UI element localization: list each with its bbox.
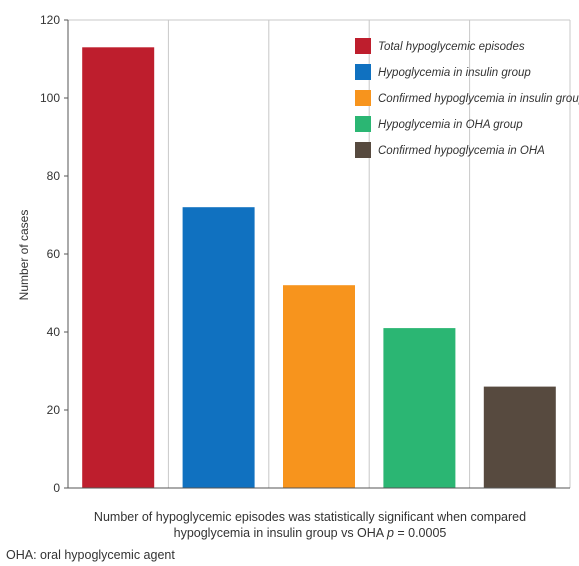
legend-label-2: Hypoglycemia in insulin group	[378, 67, 531, 79]
caption-line-2: hypoglycemia in insulin group vs OHA p =…	[60, 525, 560, 541]
legend: Total hypoglycemic episodes Hypoglycemia …	[355, 38, 579, 158]
y-tick-label: 0	[53, 481, 60, 495]
y-tick-label: 40	[47, 325, 61, 339]
legend-label-1: Total hypoglycemic episodes	[378, 41, 525, 53]
y-axis-label: Number of cases	[17, 210, 31, 301]
y-tick-label: 80	[47, 169, 61, 183]
bar-chart: 0 20 40 60 80 100 120 Number of cases Total hy…	[17, 13, 579, 495]
legend-swatch-2	[355, 64, 371, 80]
legend-label-5: Confirmed hypoglycemia in OHA	[378, 145, 545, 157]
caption-line-1: Number of hypoglycemic episodes was stat…	[93, 510, 527, 524]
bar-5	[483, 386, 556, 488]
bar-3	[283, 285, 355, 488]
caption-line-2-suffix: = 0.0005	[393, 526, 447, 540]
legend-swatch-4	[355, 116, 371, 132]
y-tick-labels: 0 20 40 60 80 100 120	[40, 13, 60, 495]
bars	[82, 47, 556, 489]
legend-label-3: Confirmed hypoglycemia in insulin group	[378, 93, 579, 105]
bar-1	[82, 47, 155, 489]
caption-line-2-prefix: hypoglycemia in insulin group vs OHA	[173, 526, 387, 540]
y-tick-label: 120	[40, 13, 60, 27]
y-tick-label: 100	[40, 91, 60, 105]
axes	[64, 19, 570, 489]
legend-swatch-1	[355, 38, 371, 54]
legend-label-4: Hypoglycemia in OHA group	[378, 119, 523, 131]
y-tick-label: 20	[47, 403, 61, 417]
legend-swatch-5	[355, 142, 371, 158]
y-tick-label: 60	[47, 247, 61, 261]
bar-2	[182, 207, 255, 488]
chart-caption: Number of hypoglycemic episodes was stat…	[60, 509, 560, 541]
bar-4	[383, 328, 456, 488]
p-value-symbol: p	[386, 526, 394, 540]
legend-swatch-3	[355, 90, 371, 106]
footnote: OHA: oral hypoglycemic agent	[6, 548, 175, 562]
